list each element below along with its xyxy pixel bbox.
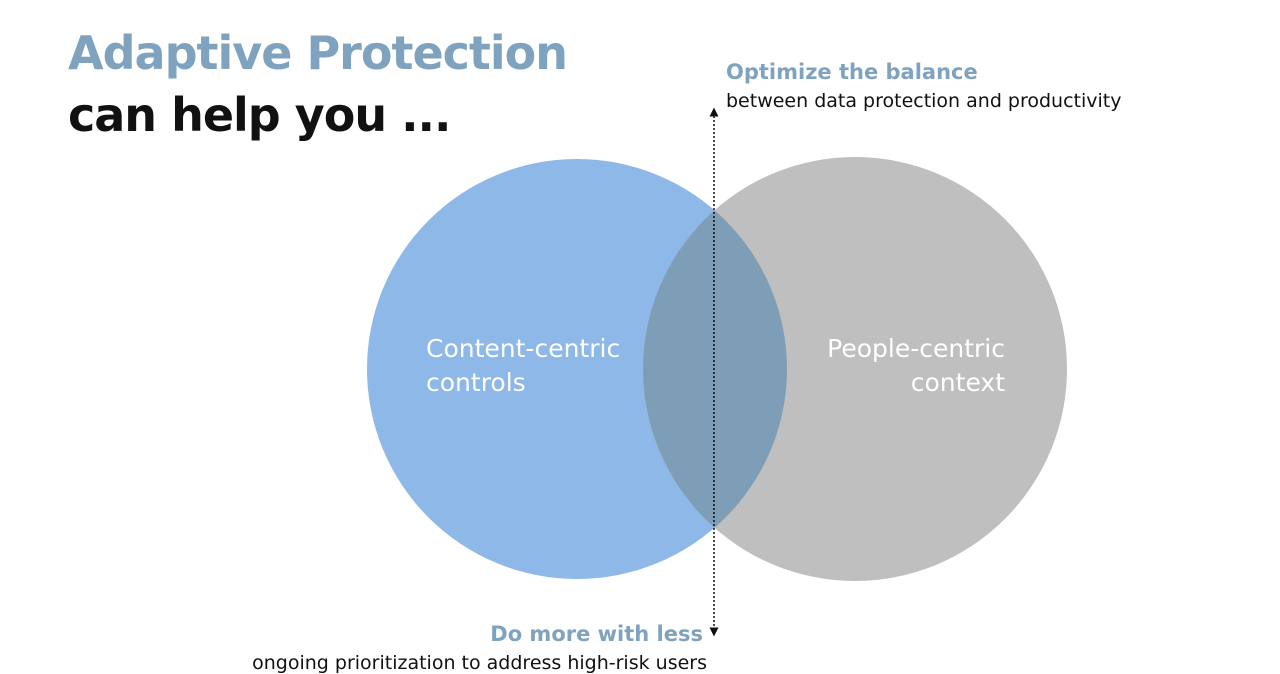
overlap-region bbox=[643, 159, 787, 579]
do-more-subtext: ongoing prioritization to address high-r… bbox=[252, 652, 707, 674]
content-centric-line1: Content-centric bbox=[426, 334, 621, 363]
people-centric-line1: People-centric bbox=[827, 334, 1005, 363]
do-more-heading: Do more with less bbox=[490, 622, 703, 646]
optimize-subtext: between data protection and productivity bbox=[726, 90, 1122, 112]
content-centric-line2: controls bbox=[426, 368, 526, 397]
content-centric-label: Content-centric controls bbox=[426, 332, 620, 400]
title-line-2: can help you ... bbox=[68, 88, 452, 142]
title-line-1: Adaptive Protection bbox=[68, 26, 568, 80]
people-centric-line2: context bbox=[910, 368, 1005, 397]
optimize-heading: Optimize the balance bbox=[726, 60, 978, 84]
people-centric-label: People-centric context bbox=[827, 332, 1005, 400]
